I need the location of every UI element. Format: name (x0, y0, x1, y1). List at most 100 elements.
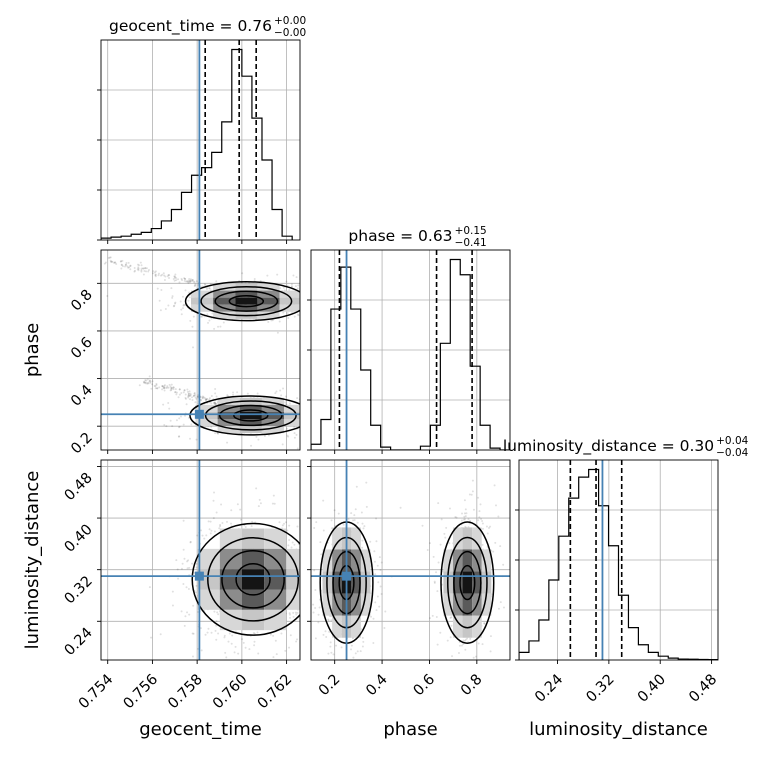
sample-point (154, 275, 157, 278)
sample-point (313, 631, 315, 633)
sample-point (184, 304, 187, 307)
density-cell (257, 283, 280, 291)
sample-point (168, 274, 171, 277)
sample-point (497, 515, 500, 518)
sample-point (308, 562, 310, 564)
sample-point (189, 540, 192, 543)
contour-0-0 (228, 295, 265, 308)
sample-point (163, 386, 166, 389)
sample-point (307, 588, 309, 590)
sample-point (472, 508, 475, 511)
sample-point (284, 395, 287, 398)
sample-point (167, 304, 170, 307)
sample-point (189, 395, 192, 398)
sample-point (302, 592, 304, 594)
y-tick-label-luminosity_distance: 0.24 (62, 625, 96, 659)
sample-point (347, 518, 350, 521)
sample-point (319, 541, 322, 544)
sample-point (293, 426, 296, 429)
sample-point (148, 586, 151, 589)
sample-point (443, 532, 446, 535)
sample-point (327, 422, 329, 424)
sample-point (222, 321, 225, 324)
sample-point (191, 562, 194, 565)
sample-point (292, 611, 295, 614)
density-cell (213, 311, 236, 319)
sample-point (296, 611, 299, 614)
sample-point (307, 605, 309, 607)
sample-point (304, 500, 306, 502)
sample-point (307, 566, 309, 568)
sample-point (214, 392, 217, 395)
sample-point (154, 387, 157, 390)
sample-point (283, 522, 286, 525)
sample-point (469, 519, 472, 522)
density-cell (332, 527, 342, 550)
sample-point (208, 398, 211, 401)
sample-point (138, 384, 141, 387)
sample-point (172, 305, 175, 308)
sample-point (170, 387, 173, 390)
sample-point (379, 569, 382, 572)
sample-point (220, 503, 223, 506)
sample-point (379, 585, 382, 588)
sample-point (129, 268, 132, 271)
sample-point (210, 425, 213, 428)
sample-point (328, 302, 330, 304)
sample-point (307, 377, 309, 379)
sample-point (140, 267, 143, 270)
sample-point (148, 375, 151, 378)
sample-point (120, 267, 123, 270)
sample-point (360, 511, 363, 514)
sample-point (192, 604, 195, 607)
sample-point (171, 425, 174, 428)
sample-point (318, 548, 320, 550)
sample-point (157, 272, 160, 275)
sample-point (194, 591, 197, 594)
sample-point (467, 518, 470, 521)
sample-point (186, 390, 189, 393)
sample-point (433, 581, 436, 584)
density-cell (219, 609, 242, 631)
density-cell (235, 290, 258, 298)
sample-point (353, 416, 355, 418)
sample-point (186, 280, 189, 283)
axes-frame (100, 459, 301, 661)
sample-point (188, 566, 191, 569)
sample-point (182, 303, 185, 306)
sample-point (304, 583, 306, 585)
sample-point (253, 644, 256, 647)
sample-point (147, 270, 150, 273)
density-panel-luminosity_distance-vs-phase (307, 459, 511, 664)
sample-point (313, 569, 316, 572)
sample-point (174, 391, 177, 394)
sample-point (302, 614, 304, 616)
sample-point (307, 407, 309, 409)
sample-point (223, 636, 226, 639)
sample-point (301, 418, 303, 420)
density-content (148, 487, 320, 659)
sample-point (187, 279, 190, 282)
sample-point (191, 655, 194, 658)
sample-point (159, 309, 162, 312)
sample-point (133, 269, 136, 272)
sample-point (383, 627, 386, 630)
sample-point (215, 511, 218, 514)
contour-1-3 (189, 395, 300, 436)
sample-point (161, 385, 164, 388)
sample-point (335, 644, 338, 647)
sample-point (285, 280, 288, 283)
sample-point (303, 566, 305, 568)
sample-point (183, 389, 186, 392)
sample-point (271, 502, 274, 505)
x-axis-label-geocent_time: geocent_time (139, 719, 262, 740)
sample-point (327, 618, 330, 621)
title-phase: phase = 0.63 +0.15−0.41 (348, 225, 486, 249)
sample-point (181, 279, 184, 282)
sample-point (184, 397, 187, 400)
hist-panel-geocent_time: geocent_time = 0.76 +0.00−0.00 (97, 15, 306, 244)
sample-point (184, 289, 187, 292)
sample-point (199, 627, 202, 630)
sample-point (189, 394, 192, 397)
sample-point (182, 391, 185, 394)
